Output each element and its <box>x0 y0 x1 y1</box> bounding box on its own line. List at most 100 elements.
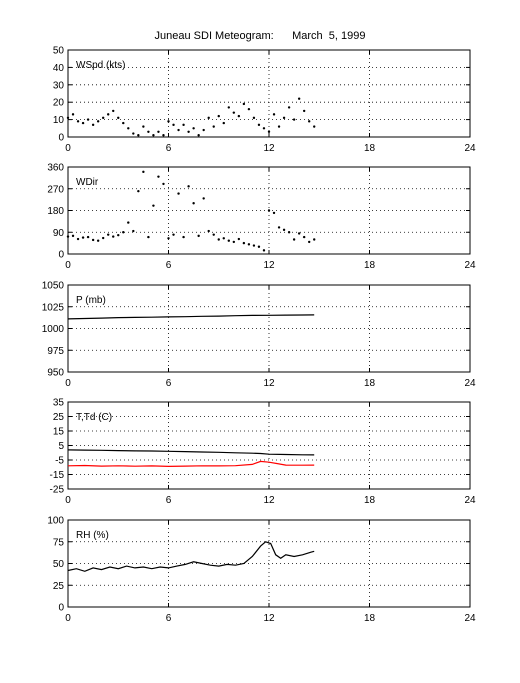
wdir-panel-label: WDir <box>76 177 99 188</box>
rh-xtick-label: 24 <box>464 613 476 624</box>
wdir-xtick-label: 24 <box>464 260 476 271</box>
wdir-data-point <box>297 232 301 235</box>
wdir-data-point <box>132 229 135 233</box>
wdir-data-point <box>122 231 125 234</box>
wdir-data-point <box>162 182 165 186</box>
wdir-ytick-label: 360 <box>47 163 64 174</box>
wspd-data-point <box>227 106 230 109</box>
wdir-data-point <box>282 228 286 232</box>
temp-panel: 0 6 12 18 24 -25 -15 -5 5 15 25 35 T,Td (C) <box>50 398 476 507</box>
wdir-data-point <box>71 234 75 238</box>
wspd-data-point <box>297 97 301 100</box>
temp-ytick-label: -15 <box>50 470 65 481</box>
wspd-axes-box <box>67 49 471 138</box>
wdir-ytick-label: 270 <box>47 184 64 195</box>
wdir-xtick-label: 6 <box>166 260 172 271</box>
pressure-series-line-0 <box>67 314 315 320</box>
wdir-data-point <box>91 238 95 242</box>
wdir-data-point <box>107 233 110 236</box>
wdir-data-point <box>182 235 185 239</box>
wspd-data-point <box>287 106 291 109</box>
wspd-data-point <box>197 134 200 137</box>
temp-ytick-label: 25 <box>53 412 65 423</box>
wdir-data-point <box>313 238 316 241</box>
figure-title: Juneau SDI Meteogram: March 5, 1999 <box>154 30 366 42</box>
wspd-data-point <box>137 134 140 137</box>
wspd-panel: 0 6 12 18 24 0 10 20 30 40 50 WSpd (kts) <box>53 46 476 155</box>
wspd-data-point <box>101 116 105 120</box>
wspd-data-point <box>162 134 165 137</box>
rh-xtick-label: 0 <box>65 613 71 624</box>
wdir-data-point <box>308 240 311 244</box>
wdir-data-point <box>142 170 145 174</box>
temp-series-line-0 <box>67 449 315 456</box>
wspd-data-point <box>292 118 296 121</box>
temp-ytick-label: -5 <box>55 456 64 467</box>
pressure-ytick-label: 1000 <box>42 324 65 335</box>
wdir-xtick-label: 0 <box>65 260 71 271</box>
wdir-data-point <box>232 240 236 244</box>
wspd-ytick-label: 40 <box>53 63 65 74</box>
wspd-ytick-label: 0 <box>58 133 64 144</box>
wspd-data-point <box>86 118 90 121</box>
wdir-data-point <box>302 235 306 239</box>
wdir-data-point <box>277 226 281 229</box>
wdir-ytick-label: 90 <box>53 228 65 239</box>
wdir-data-point <box>272 211 276 215</box>
pressure-ytick-label: 950 <box>47 368 64 379</box>
rh-ytick-label: 0 <box>58 603 64 614</box>
temp-panel-label: T,Td (C) <box>76 412 112 423</box>
wspd-data-point <box>192 127 195 130</box>
wspd-data-point <box>122 121 125 125</box>
pressure-xtick-label: 6 <box>166 378 172 389</box>
wdir-data-point <box>237 237 241 241</box>
wspd-xtick-label: 6 <box>166 143 172 154</box>
rh-ytick-label: 50 <box>53 559 65 570</box>
wspd-data-point <box>217 114 220 118</box>
wspd-xtick-label: 0 <box>65 143 71 154</box>
wdir-data-point <box>187 185 190 188</box>
wdir-data-point <box>267 209 271 212</box>
wdir-data-point <box>112 235 115 238</box>
wdir-data-point <box>86 235 90 239</box>
rh-panel: 0 6 12 18 24 0 25 50 75 100 RH (%) <box>47 516 476 625</box>
wspd-data-point <box>262 127 266 130</box>
pressure-xtick-label: 18 <box>364 378 376 389</box>
wdir-data-point <box>147 235 150 239</box>
wspd-data-point <box>308 120 311 123</box>
wspd-data-point <box>202 128 205 132</box>
wdir-data-point <box>242 241 246 245</box>
wspd-xtick-label: 12 <box>263 143 275 154</box>
pressure-panel-label: P (mb) <box>76 295 106 306</box>
wspd-data-point <box>272 113 276 116</box>
wspd-data-point <box>237 114 241 118</box>
wdir-data-point <box>197 234 200 238</box>
wspd-data-point <box>147 130 150 133</box>
wspd-data-point <box>267 130 271 133</box>
pressure-panel: 0 6 12 18 24 950 975 1000 1025 1050 P (mb) <box>42 281 476 390</box>
wdir-data-point <box>96 239 100 242</box>
wdir-data-point <box>212 233 215 236</box>
rh-ytick-label: 25 <box>53 581 65 592</box>
wdir-data-point <box>257 245 261 248</box>
wspd-data-point <box>222 121 225 125</box>
temp-ytick-label: 5 <box>58 441 64 452</box>
temp-xtick-label: 18 <box>364 495 376 506</box>
wspd-data-point <box>232 111 236 114</box>
wspd-data-point <box>182 123 185 127</box>
wspd-data-point <box>81 121 85 125</box>
wspd-data-point <box>132 132 135 135</box>
wdir-data-point <box>202 197 205 200</box>
temp-xtick-label: 12 <box>263 495 275 506</box>
wspd-data-point <box>247 107 251 111</box>
pressure-xtick-label: 24 <box>464 378 476 389</box>
pressure-xtick-label: 12 <box>263 378 275 389</box>
wdir-ytick-label: 180 <box>47 206 64 217</box>
wspd-data-point <box>177 128 180 132</box>
temp-ytick-label: 15 <box>53 427 65 438</box>
wdir-data-point <box>137 189 140 193</box>
wdir-data-point <box>101 236 105 240</box>
wdir-data-point <box>81 236 85 239</box>
wspd-ytick-label: 10 <box>53 115 65 126</box>
